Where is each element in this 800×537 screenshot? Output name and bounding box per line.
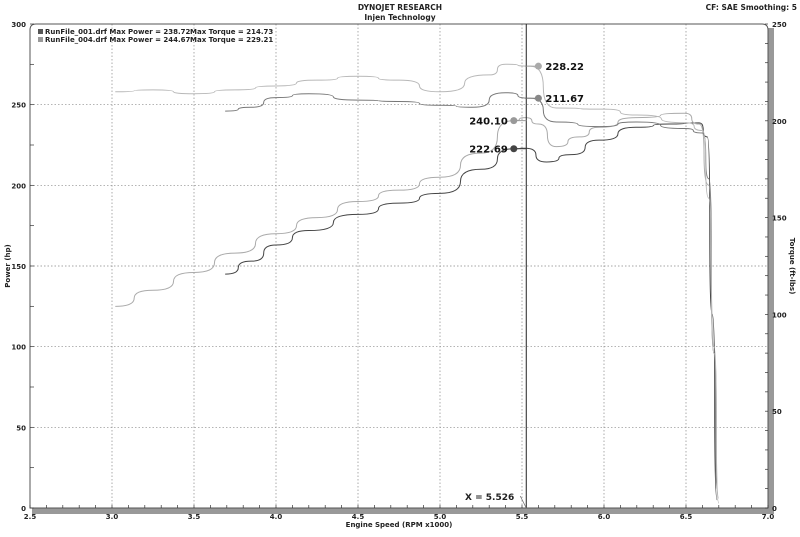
x-tick-label: 3.0 (106, 513, 119, 521)
y2-tick-label: 200 (772, 118, 787, 126)
y2-axis-label: Torque (ft-lbs) (788, 238, 796, 295)
y-tick-label: 250 (11, 102, 26, 110)
x-tick-label: 4.0 (270, 513, 283, 521)
y2-tick-label: 250 (772, 21, 787, 29)
cursor-pointer (519, 495, 527, 509)
y-tick-label: 300 (11, 21, 26, 29)
y-tick-label: 100 (11, 344, 26, 352)
annotation-value-1: 211.67 (545, 94, 584, 105)
y2-tick-label: 100 (772, 311, 787, 319)
plot-frame (29, 23, 769, 509)
chart-subtitle: Injen Technology (364, 13, 435, 22)
annotation-value-2: 240.10 (469, 117, 508, 128)
annotation-value-0: 228.22 (545, 62, 584, 73)
settings-readout: CF: SAE Smoothing: 5 (706, 3, 797, 12)
annotation-dot (510, 145, 518, 153)
y-axis-label: Power (hp) (4, 244, 12, 287)
y-tick-label: 0 (21, 505, 26, 513)
legend: RunFile_001.drf Max Power = 238.72 Max T… (38, 28, 273, 44)
y-tick-label: 200 (11, 182, 26, 190)
x-tick-label: 5.5 (516, 513, 529, 521)
y2-tick-label: 50 (772, 408, 782, 416)
y2-tick-label: 0 (772, 505, 777, 513)
series-layer (115, 63, 720, 504)
axis-ticks: 2.5 3.0 3.5 4.0 4.5 5.0 5.5 6.0 6.5 7.00501001502… (11, 21, 786, 521)
chart-title: DYNOJET RESEARCH (358, 3, 442, 12)
bottom-axis-shadow (32, 508, 774, 514)
legend-001-power: RunFile_001.drf Max Power = 238.72 (45, 28, 191, 36)
y2-tick-label: 150 (772, 215, 787, 223)
x-tick-label: 2.5 (24, 513, 37, 521)
legend-swatch-001 (38, 29, 43, 34)
grid (30, 24, 768, 508)
y-tick-label: 50 (16, 424, 26, 432)
x-axis-label: Engine Speed (RPM x1000) (346, 521, 453, 529)
x-tick-label: 5.0 (434, 513, 447, 521)
x-tick-label: 6.0 (598, 513, 611, 521)
legend-004-power: RunFile_004.drf Max Power = 244.67 (45, 36, 191, 44)
right-axis-shadow (768, 28, 774, 514)
y-tick-label: 150 (11, 263, 26, 271)
x-tick-label: 3.5 (188, 513, 201, 521)
annotation-value-3: 222.69 (469, 145, 508, 156)
x-tick-label: 7.0 (762, 513, 775, 521)
cursor-layer: X = 5.526 (465, 24, 527, 509)
x-tick-label: 6.5 (680, 513, 693, 521)
legend-001-torque: Max Torque = 214.73 (190, 28, 273, 36)
series-line-0 (225, 122, 718, 501)
series-line-1 (115, 112, 720, 504)
cursor-label: X = 5.526 (465, 493, 514, 503)
annotation-dot (534, 94, 542, 102)
annotation-dot (534, 62, 542, 70)
legend-swatch-004 (38, 37, 43, 42)
annotation-dot (510, 117, 518, 125)
annotations-layer: 228.22 211.67 240.10 222.69 (469, 62, 584, 156)
legend-004-torque: Max Torque = 229.21 (190, 36, 273, 44)
x-tick-label: 4.5 (352, 513, 365, 521)
series-line-3 (115, 63, 720, 499)
